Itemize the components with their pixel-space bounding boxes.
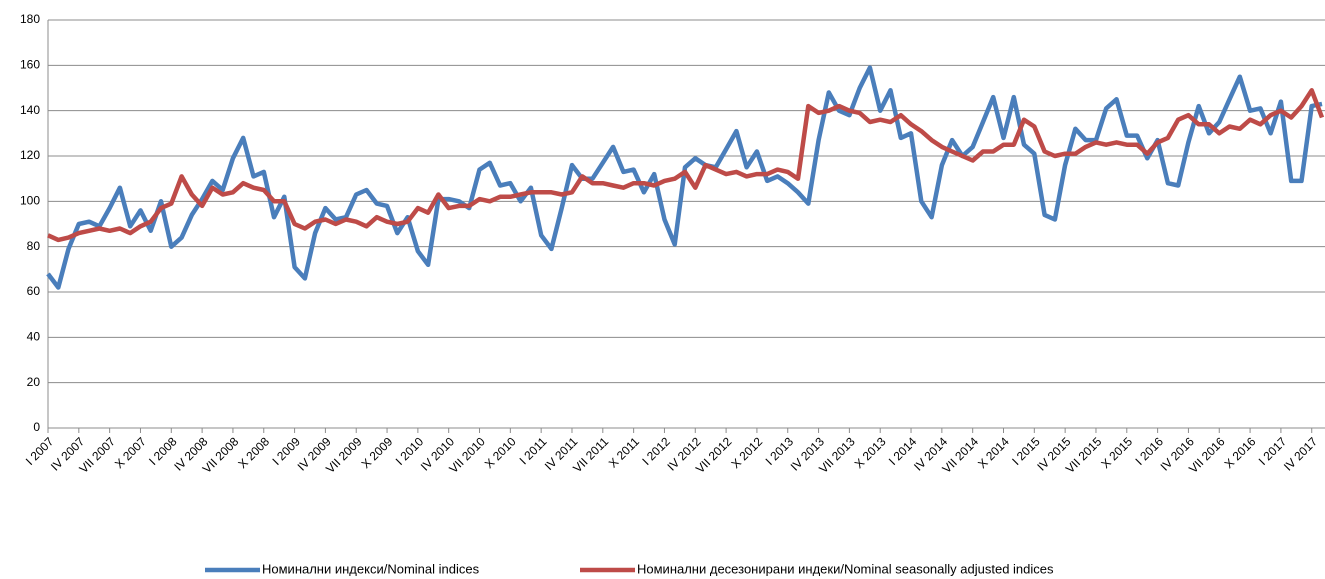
y-tick-label: 120 — [20, 148, 40, 162]
x-tick-label: X 2016 — [1222, 434, 1259, 471]
legend: Номинални индекси/Nominal indices Номинал… — [205, 561, 1054, 576]
y-tick-label: 60 — [27, 284, 41, 298]
y-tick-label: 140 — [20, 103, 40, 117]
y-tick-label: 80 — [27, 239, 41, 253]
legend-label: Номинални десезонирани индеки/Nominal se… — [637, 561, 1054, 576]
y-tick-label: 20 — [27, 375, 41, 389]
x-tick-label: X 2014 — [975, 434, 1012, 471]
series-line — [46, 65, 1323, 290]
x-tick-label: X 2008 — [235, 434, 272, 471]
y-tick-label: 0 — [33, 420, 40, 434]
x-tick-label: X 2010 — [482, 434, 519, 471]
x-tick-label: X 2012 — [728, 434, 765, 471]
x-tick-label: IV 2017 — [1281, 434, 1320, 473]
legend-label: Номинални индекси/Nominal indices — [262, 561, 480, 576]
x-tick-label: X 2015 — [1098, 434, 1135, 471]
x-tick-label: VII 2011 — [570, 434, 611, 475]
x-tick-label: X 2011 — [606, 434, 642, 470]
y-tick-label: 160 — [20, 58, 40, 72]
x-tick-label: X 2009 — [359, 434, 396, 471]
y-tick-label: 180 — [20, 12, 40, 26]
series-line — [47, 88, 1325, 243]
y-tick-label: 40 — [27, 330, 41, 344]
x-tick-label: X 2013 — [852, 434, 889, 471]
y-tick-label: 100 — [20, 194, 40, 208]
x-tick-label: X 2007 — [112, 434, 149, 471]
